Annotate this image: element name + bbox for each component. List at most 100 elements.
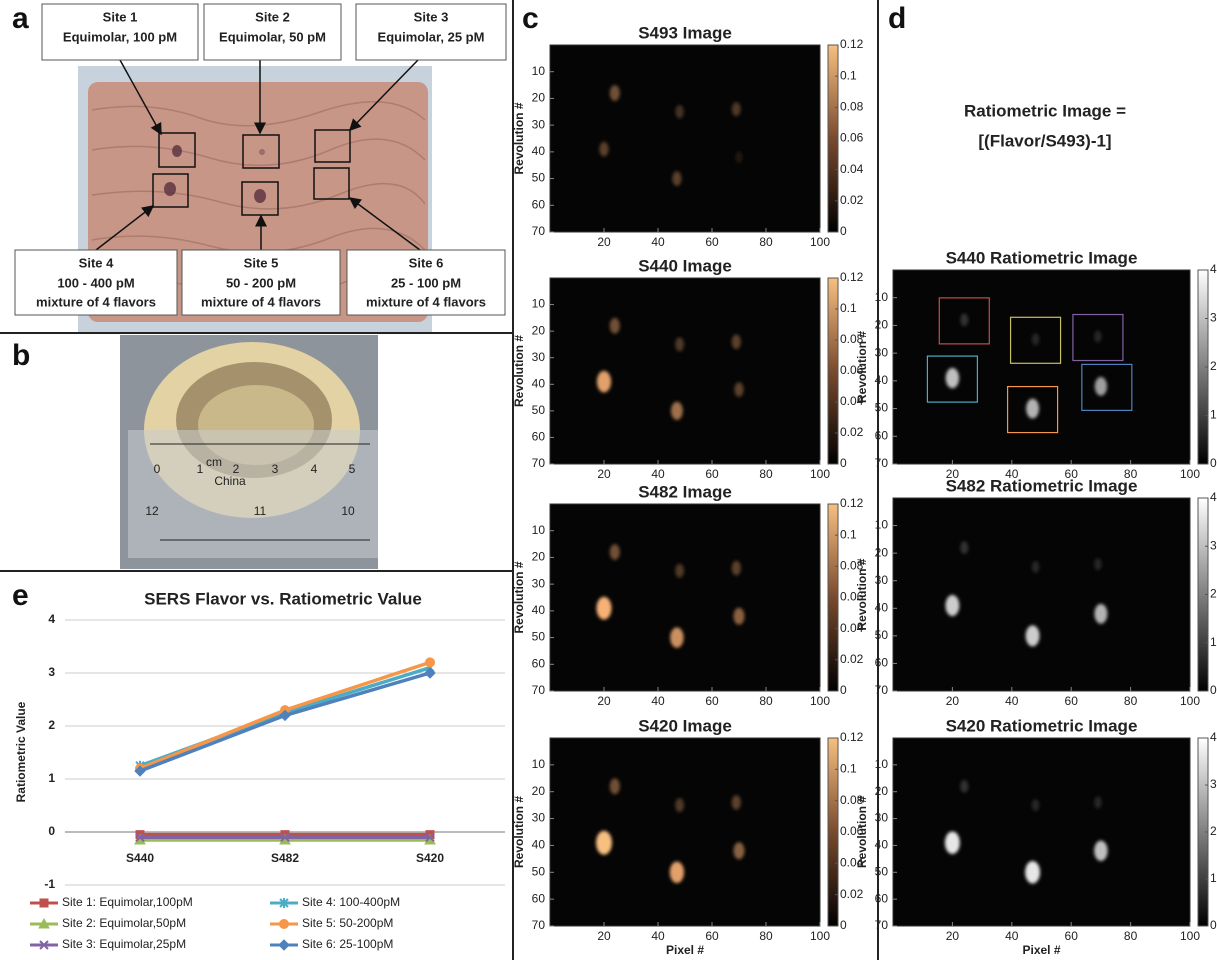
y-tick-label: 60	[875, 656, 889, 670]
ruler-label: 10	[341, 504, 355, 518]
y-tick-label: 50	[875, 628, 889, 642]
x-tick-label: 40	[1005, 694, 1019, 708]
spot	[675, 105, 684, 119]
colorbar-label: 0	[840, 918, 847, 932]
spot	[945, 595, 959, 616]
x-axis-label: Pixel #	[666, 943, 704, 957]
y-tick-label: 30	[532, 576, 546, 590]
colorbar-label: 0	[840, 224, 847, 238]
y-tick-label: 60	[875, 428, 889, 442]
image-bg	[550, 278, 820, 464]
spot	[732, 334, 741, 349]
spot	[597, 371, 611, 393]
y-tick-label: 30	[875, 811, 889, 825]
panel-label: b	[12, 339, 30, 372]
spot	[734, 382, 743, 397]
y-axis-label: Revolution #	[512, 561, 526, 633]
ruler-label: 0	[154, 462, 161, 476]
colorbar-label: 0	[1210, 918, 1217, 932]
spot	[1095, 377, 1107, 396]
y-tick-label: 40	[875, 373, 889, 387]
y-tick-label: 0	[48, 824, 55, 838]
x-tick-label: 60	[705, 235, 719, 249]
y-tick-label: 30	[875, 573, 889, 587]
colorbar-label: 0.02	[840, 425, 864, 439]
spot	[1025, 861, 1040, 884]
y-tick-label: 60	[532, 891, 546, 905]
x-tick-label: 40	[651, 467, 665, 481]
colorbar-label: 0.1	[840, 68, 857, 82]
colorbar-label: 0.12	[840, 37, 864, 51]
spot	[945, 831, 960, 854]
spot	[732, 795, 741, 810]
spot	[734, 842, 745, 859]
colorbar-label: 3	[1210, 538, 1217, 552]
legend-label: Site 3: Equimolar,25pM	[62, 937, 186, 951]
vessel-photo	[120, 335, 378, 569]
spot	[675, 798, 684, 812]
colorbar-label: 0.1	[840, 762, 857, 776]
legend-label: Site 5: 50-200pM	[302, 916, 393, 930]
y-tick-label: 40	[875, 838, 889, 852]
x-tick-label: 100	[810, 467, 830, 481]
y-tick-label: 50	[875, 864, 889, 878]
figure: abcdeSite 1Equimolar, 100 pMSite 2Equimo…	[0, 0, 1217, 960]
site-desc: Equimolar, 50 pM	[219, 29, 326, 44]
spot	[1094, 796, 1102, 808]
colorbar-label: 2	[1210, 824, 1217, 838]
y-tick-label: 70	[532, 456, 546, 470]
y-tick-label: 20	[875, 318, 889, 332]
x-tick-label: 20	[946, 694, 960, 708]
y-tick-label: 30	[532, 117, 546, 131]
spot	[670, 861, 684, 883]
colorbar-label: 0.12	[840, 496, 864, 510]
site-name: Site 4	[79, 255, 114, 270]
spot	[1094, 558, 1102, 570]
colorbar-label: 0.02	[840, 887, 864, 901]
image-title: S493 Image	[638, 23, 732, 42]
image-title: S420 Ratiometric Image	[946, 716, 1138, 735]
image-bg	[893, 270, 1190, 464]
colorbar-label: 0.12	[840, 730, 864, 744]
spot	[1032, 333, 1040, 345]
y-tick-label: 20	[532, 784, 546, 798]
x-tick-label: 40	[1005, 929, 1019, 943]
y-tick-label: 3	[48, 665, 55, 679]
spot	[732, 561, 741, 576]
y-tick-label: 40	[532, 144, 546, 158]
x-tick-label: 60	[1065, 929, 1079, 943]
spot	[675, 564, 684, 578]
colorbar-label: 2	[1210, 359, 1217, 373]
y-axis-label: Revolution #	[512, 335, 526, 407]
y-tick-label: 1	[48, 771, 55, 785]
site-desc: Equimolar, 25 pM	[378, 29, 485, 44]
y-tick-label: 4	[48, 612, 55, 626]
panel-label: c	[522, 2, 539, 35]
y-tick-label: 10	[875, 518, 889, 532]
colorbar-label: 0.02	[840, 652, 864, 666]
legend-marker	[279, 940, 289, 950]
legend-label: Site 6: 25-100pM	[302, 937, 393, 951]
site-name: Site 3	[414, 9, 449, 24]
colorbar-label: 0.1	[840, 301, 857, 315]
x-tick-label: 20	[597, 929, 611, 943]
image-bg	[550, 45, 820, 232]
y-axis-label: Revolution #	[512, 796, 526, 868]
image-title: S420 Image	[638, 716, 732, 735]
x-tick-label: 100	[1180, 929, 1200, 943]
x-tick-label: 20	[946, 929, 960, 943]
colorbar-label: 0.1	[840, 527, 857, 541]
image-bg	[550, 738, 820, 926]
panel-label: e	[12, 579, 29, 612]
y-tick-label: 50	[532, 171, 546, 185]
y-tick-label: 30	[532, 350, 546, 364]
x-tick-label: 100	[1180, 467, 1200, 481]
image-title: S482 Image	[638, 482, 732, 501]
x-tick-label: 20	[597, 467, 611, 481]
x-axis-label: Pixel #	[1022, 943, 1060, 957]
spot	[1094, 330, 1102, 342]
ruler-label: 11	[254, 504, 267, 518]
y-tick-label: 20	[875, 545, 889, 559]
colorbar-label: 4	[1210, 262, 1217, 276]
colorbar-label: 1	[1210, 635, 1217, 649]
